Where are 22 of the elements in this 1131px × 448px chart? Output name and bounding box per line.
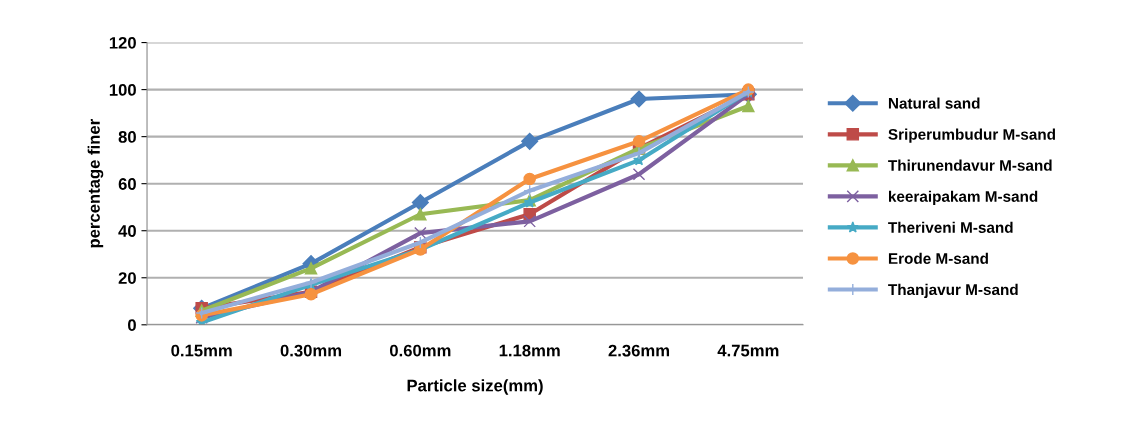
x-tick-label: 0.30mm bbox=[280, 344, 342, 357]
x-tick-label: 1.18mm bbox=[499, 344, 560, 357]
legend-label: Sriperumbudur M-sand bbox=[888, 128, 1055, 143]
legend-label: Erode M-sand bbox=[888, 252, 988, 264]
y-tick-label: 80 bbox=[118, 131, 136, 143]
legend-label: Theriveni M-sand bbox=[888, 221, 1013, 233]
y-tick-label: 100 bbox=[109, 84, 136, 96]
y-tick-label: 40 bbox=[118, 225, 136, 237]
y-tick-label: 20 bbox=[118, 272, 136, 284]
x-tick-label: 0.60mm bbox=[389, 344, 451, 357]
y-tick-label: 0 bbox=[128, 319, 136, 331]
legend-label: Thirunendavur M-sand bbox=[888, 159, 1052, 171]
x-axis-title: Particle size(mm) bbox=[407, 379, 543, 395]
legend-label: keeraipakam M-sand bbox=[889, 190, 1038, 205]
y-tick-label: 120 bbox=[109, 36, 136, 49]
x-tick-label: 4.75mm bbox=[717, 344, 779, 357]
legend-label: Thanjavur M-sand bbox=[888, 283, 1018, 299]
legend-label: Natural sand bbox=[888, 97, 980, 109]
x-tick-label: 0.15mm bbox=[171, 344, 232, 357]
y-tick-label: 60 bbox=[118, 178, 136, 190]
y-axis-title: percentage finer bbox=[87, 119, 104, 248]
x-tick-label: 2.36mm bbox=[608, 344, 670, 357]
